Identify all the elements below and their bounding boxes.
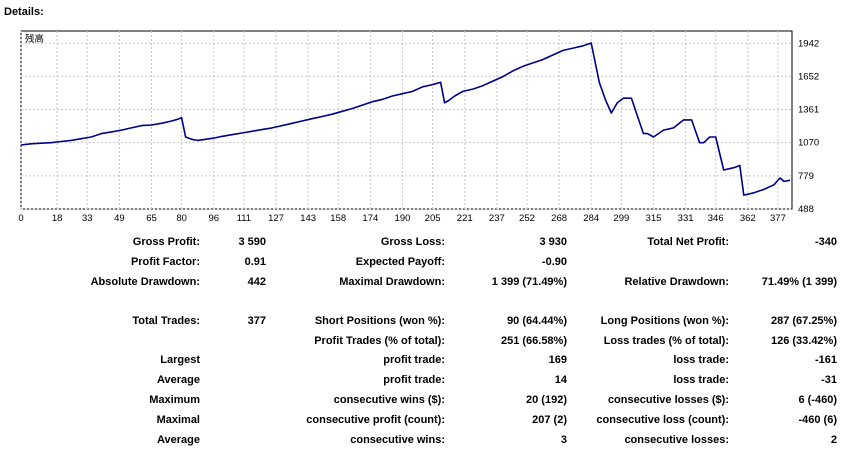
- maximal-loss-value: -460 (6): [798, 414, 837, 426]
- y-tick-label: 1361: [798, 105, 819, 116]
- balance-line: [20, 42, 791, 196]
- largest-loss-value: -161: [814, 354, 837, 366]
- total-trades-value: 377: [247, 315, 266, 327]
- profit-factor-value: 0.91: [244, 256, 266, 268]
- largest-loss-label: loss trade:: [673, 354, 729, 366]
- x-tick-label: 49: [114, 213, 125, 224]
- maximum-wins-label: consecutive wins ($):: [333, 394, 445, 406]
- x-tick-label: 96: [208, 213, 219, 224]
- balance-chart: 1942 1652 1361 1070 779 488 0 18 33 49 65 80 96 111 12…: [18, 30, 819, 224]
- x-tick-label: 284: [583, 213, 599, 224]
- average-loss-value: -31: [821, 374, 837, 386]
- maximal-loss-label: consecutive loss (count):: [596, 414, 729, 426]
- maximum-losses-value: 6 (-460): [798, 394, 837, 406]
- loss-trades-label: Loss trades (% of total):: [603, 335, 729, 347]
- x-tick-label: 0: [18, 213, 23, 224]
- x-tick-label: 158: [330, 213, 346, 224]
- x-tick-label: 362: [740, 213, 756, 224]
- average-consecutive-losses-label: consecutive losses:: [624, 434, 729, 446]
- relative-drawdown-label: Relative Drawdown:: [624, 276, 729, 288]
- absolute-drawdown-value: 442: [247, 276, 266, 288]
- average-consecutive-losses-value: 2: [830, 434, 837, 446]
- x-tick-label: 299: [613, 213, 629, 224]
- short-positions-value: 90 (64.44%): [507, 315, 567, 327]
- long-positions-label: Long Positions (won %):: [600, 315, 729, 327]
- relative-drawdown-value: 71.49% (1 399): [761, 276, 837, 288]
- average-consecutive-label: Average: [156, 434, 200, 446]
- x-tick-label: 33: [82, 213, 93, 224]
- x-tick-label: 127: [268, 213, 284, 224]
- x-tick-label: 346: [708, 213, 724, 224]
- x-tick-label: 65: [146, 213, 157, 224]
- long-positions-value: 287 (67.25%): [770, 315, 837, 327]
- details-heading: Details:: [4, 6, 44, 18]
- maximal-drawdown-value: 1 399 (71.49%): [491, 276, 567, 288]
- maximal-label: Maximal: [156, 414, 200, 426]
- maximal-profit-label: consecutive profit (count):: [306, 414, 445, 426]
- average-consecutive-wins-value: 3: [560, 434, 567, 446]
- maximal-drawdown-label: Maximal Drawdown:: [339, 276, 445, 288]
- y-tick-label: 779: [798, 171, 814, 182]
- expected-payoff-label: Expected Payoff:: [355, 256, 445, 268]
- total-net-profit-label: Total Net Profit:: [647, 236, 729, 248]
- profit-trades-label: Profit Trades (% of total):: [314, 335, 445, 347]
- x-tick-label: 18: [52, 213, 63, 224]
- x-tick-label: 205: [425, 213, 441, 224]
- x-tick-label: 190: [395, 213, 411, 224]
- y-tick-label: 488: [798, 204, 814, 215]
- profit-trades-value: 251 (66.58%): [500, 335, 567, 347]
- absolute-drawdown-label: Absolute Drawdown:: [90, 276, 200, 288]
- average-loss-label: loss trade:: [673, 374, 729, 386]
- loss-trades-value: 126 (33.42%): [770, 335, 837, 347]
- average-profit-value: 14: [554, 374, 567, 386]
- total-trades-label: Total Trades:: [132, 315, 200, 327]
- x-tick-label: 80: [176, 213, 187, 224]
- average-profit-label: profit trade:: [383, 374, 445, 386]
- y-tick-label: 1942: [798, 38, 819, 49]
- y-tick-label: 1070: [798, 138, 819, 149]
- gross-profit-value: 3 590: [238, 236, 266, 248]
- average-label: Average: [156, 374, 200, 386]
- plot-area: [20, 30, 793, 210]
- largest-profit-label: profit trade:: [383, 354, 445, 366]
- largest-profit-value: 169: [548, 354, 567, 366]
- x-tick-label: 111: [237, 213, 251, 224]
- x-tick-label: 268: [551, 213, 567, 224]
- gross-profit-label: Gross Profit:: [132, 236, 200, 248]
- gross-loss-value: 3 930: [539, 236, 567, 248]
- maximum-wins-value: 20 (192): [526, 394, 567, 406]
- short-positions-label: Short Positions (won %):: [314, 315, 445, 327]
- total-net-profit-value: -340: [814, 236, 837, 248]
- profit-factor-label: Profit Factor:: [130, 256, 200, 268]
- maximal-profit-value: 207 (2): [532, 414, 567, 426]
- x-tick-label: 377: [770, 213, 786, 224]
- maximum-label: Maximum: [149, 394, 200, 406]
- x-tick-label: 331: [678, 213, 694, 224]
- x-tick-label: 221: [457, 213, 473, 224]
- x-tick-label: 237: [489, 213, 505, 224]
- expected-payoff-value: -0.90: [541, 256, 567, 268]
- chart-corner-label: 残高: [25, 33, 44, 45]
- x-tick-label: 252: [519, 213, 535, 224]
- x-tick-label: 315: [646, 213, 662, 224]
- x-tick-label: 174: [362, 213, 378, 224]
- largest-label: Largest: [160, 354, 200, 366]
- gross-loss-label: Gross Loss:: [380, 236, 445, 248]
- average-consecutive-wins-label: consecutive wins:: [350, 434, 445, 446]
- maximum-losses-label: consecutive losses ($):: [607, 394, 729, 406]
- y-tick-label: 1652: [798, 71, 819, 82]
- x-tick-label: 143: [300, 213, 316, 224]
